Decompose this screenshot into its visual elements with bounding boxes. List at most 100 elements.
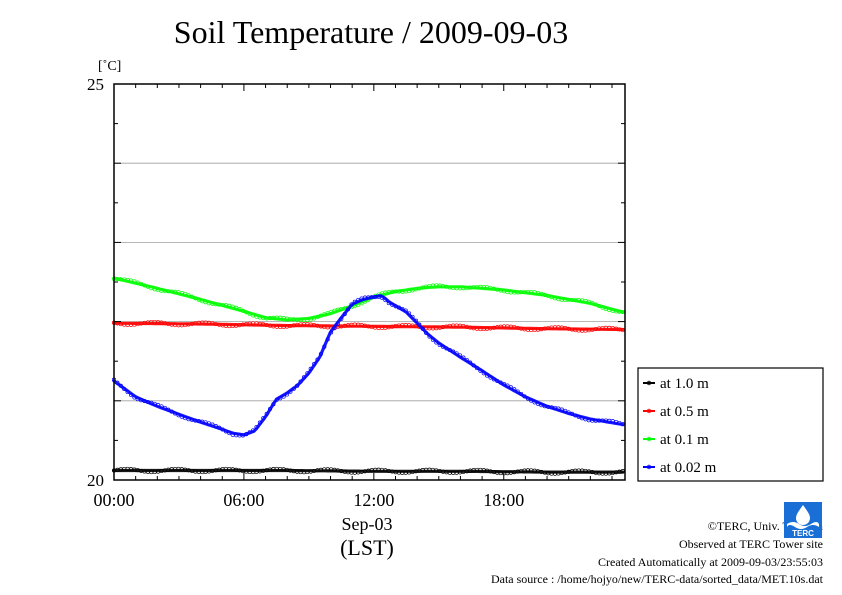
data-point <box>576 414 581 419</box>
data-point <box>546 293 551 299</box>
data-point <box>271 402 276 407</box>
data-point <box>159 404 164 409</box>
data-point <box>352 299 357 304</box>
series-line <box>112 321 625 332</box>
data-point <box>244 432 249 437</box>
data-point <box>481 371 486 376</box>
legend-item-4: at 0.02 m <box>643 460 717 476</box>
data-point <box>586 299 591 304</box>
data-point <box>356 297 361 303</box>
data-point <box>318 313 323 318</box>
data-point <box>257 420 262 425</box>
data-point <box>254 425 259 430</box>
data-point <box>512 387 517 392</box>
data-point <box>295 383 300 388</box>
legend-marker <box>646 380 652 386</box>
data-point <box>315 315 320 320</box>
data-point <box>122 386 127 392</box>
data-point <box>115 380 120 385</box>
data-point <box>291 386 296 391</box>
credit-created: Created Automatically at 2009-09-03/23:5… <box>598 555 823 569</box>
data-point <box>342 312 347 317</box>
chart-title: Soil Temperature / 2009-09-03 <box>173 14 569 50</box>
data-point <box>298 379 303 384</box>
data-point <box>386 301 391 306</box>
legend-item-1: at 1.0 m <box>643 376 709 392</box>
data-point <box>396 305 401 310</box>
data-point <box>251 428 256 433</box>
data-point <box>193 296 198 301</box>
data-point <box>437 342 442 348</box>
legend-marker <box>646 408 652 414</box>
data-point <box>322 344 327 349</box>
series-line <box>112 294 625 437</box>
data-point <box>390 302 395 307</box>
data-point <box>329 309 334 314</box>
data-point <box>471 363 476 368</box>
data-point <box>301 375 307 380</box>
x-axis: 00:00 06:00 12:00 18:00 <box>93 84 613 510</box>
data-point <box>532 400 537 405</box>
data-point <box>508 385 513 390</box>
y-tick-label: 20 <box>87 471 104 490</box>
credit-source: Data source : /home/hojyo/new/TERC-data/… <box>490 572 823 586</box>
data-point <box>525 396 530 401</box>
series-4 <box>111 294 625 438</box>
data-point <box>440 344 446 349</box>
data-point <box>461 355 466 360</box>
data-point <box>505 383 510 388</box>
data-point <box>346 307 351 312</box>
data-point <box>597 304 602 309</box>
data-point <box>519 391 524 396</box>
data-point <box>339 316 344 321</box>
data-point <box>563 408 568 413</box>
data-point <box>600 305 605 310</box>
legend-item-3: at 0.1 m <box>643 432 709 448</box>
data-point <box>132 395 137 400</box>
data-point <box>332 326 337 331</box>
data-point <box>312 361 317 367</box>
data-point <box>152 401 157 406</box>
data-point <box>206 421 212 426</box>
data-point <box>234 305 239 310</box>
data-point <box>349 302 354 307</box>
legend-box <box>637 367 824 482</box>
x-tick-label: 18:00 <box>483 490 524 510</box>
data-point <box>156 403 161 408</box>
legend-marker <box>646 464 652 470</box>
y-tick-label: 25 <box>87 75 104 94</box>
data-point <box>569 411 575 416</box>
data-point <box>485 373 490 378</box>
data-point <box>210 422 215 427</box>
data-point <box>220 427 225 432</box>
series-1 <box>111 466 625 476</box>
legend-item-2: at 0.5 m <box>643 404 709 420</box>
data-point <box>535 401 541 406</box>
data-point <box>318 351 323 357</box>
data-point <box>491 377 496 382</box>
x-date-label: Sep-03 <box>342 514 393 534</box>
data-point <box>312 316 317 321</box>
data-point <box>176 413 181 418</box>
data-point <box>288 389 293 394</box>
data-point <box>542 292 547 297</box>
data-point <box>217 425 222 430</box>
data-point <box>305 371 310 376</box>
data-point <box>162 405 167 410</box>
data-point <box>278 396 283 401</box>
legend-label: at 0.1 m <box>660 432 709 448</box>
data-point <box>125 389 130 395</box>
y-axis-unit: [˚C] <box>98 59 121 74</box>
data-point <box>529 398 534 403</box>
data-point <box>308 366 313 371</box>
data-point <box>139 281 144 286</box>
data-point <box>454 351 459 356</box>
data-point <box>498 380 503 385</box>
data-point <box>128 392 134 397</box>
data-point <box>179 414 184 419</box>
series-layer <box>111 276 625 476</box>
data-point <box>383 298 388 303</box>
data-point <box>166 407 171 412</box>
data-point <box>183 291 188 297</box>
